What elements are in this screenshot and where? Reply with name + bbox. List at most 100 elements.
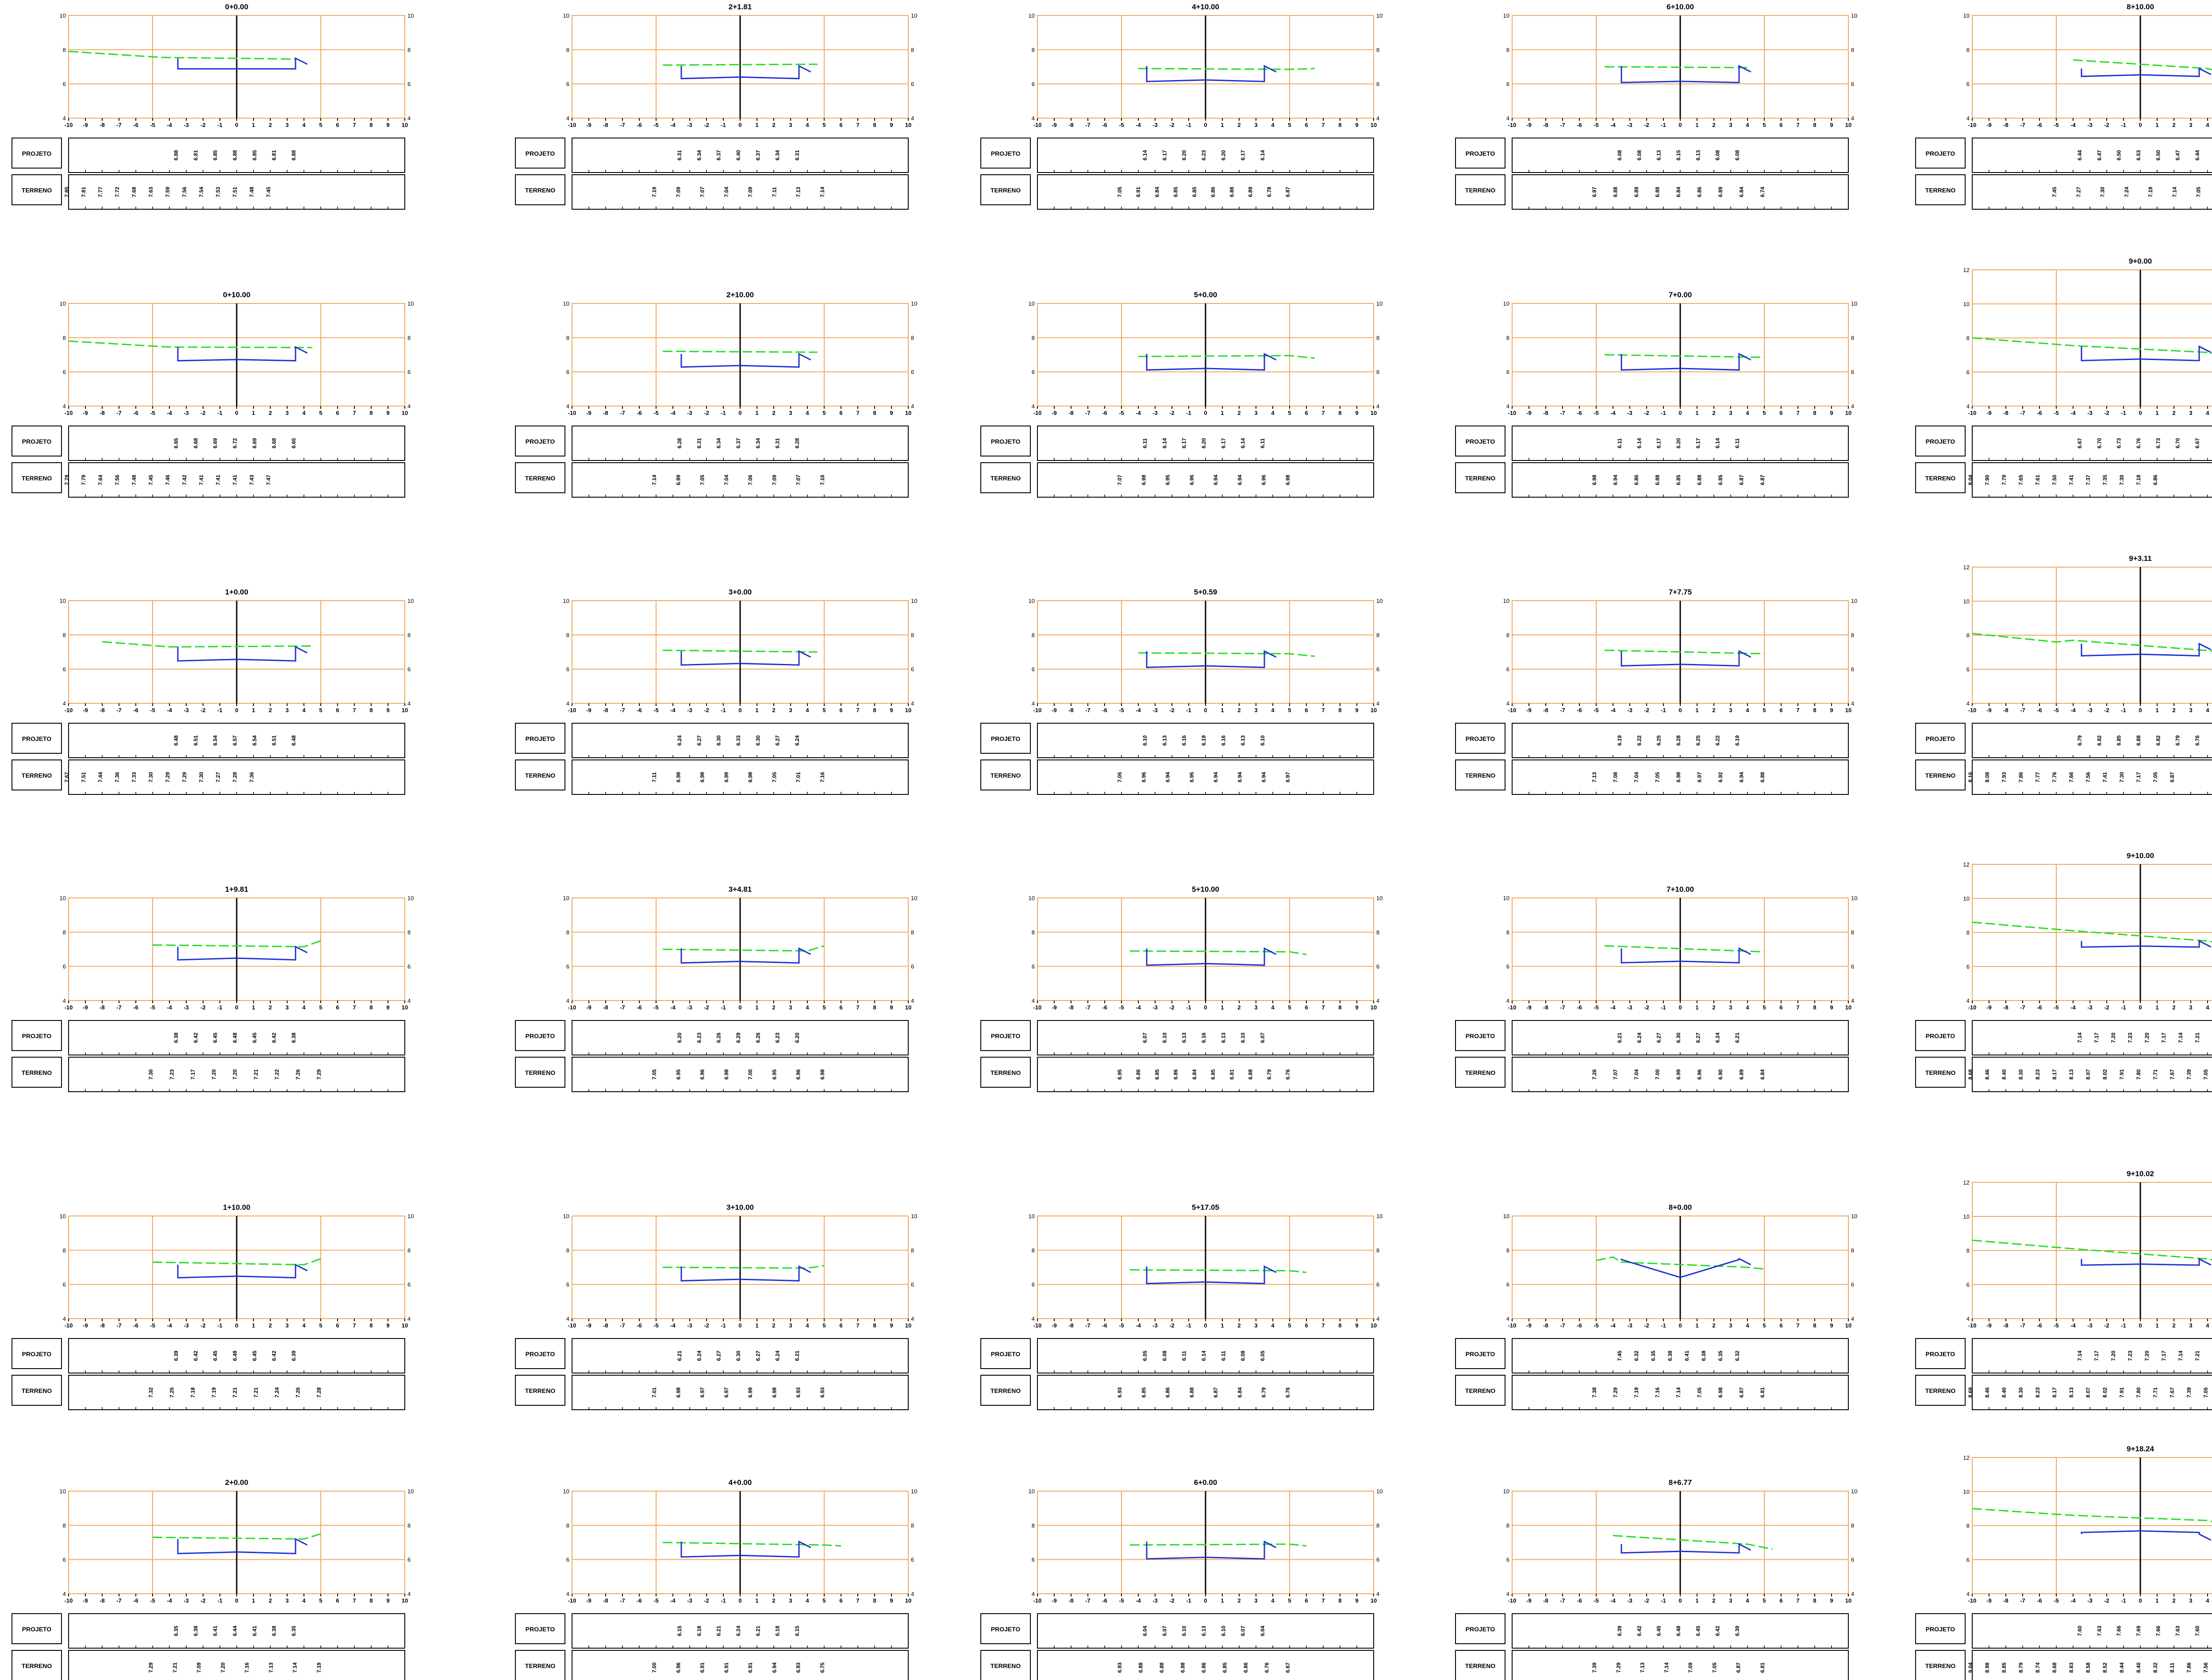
x-tick-label: 9 — [1830, 1597, 1833, 1604]
terreno-value: 6.93 — [795, 1387, 802, 1398]
projeto-value: 7.23 — [2127, 1350, 2133, 1361]
y-tick-label-right: 8 — [1376, 929, 1379, 936]
x-tick-label: 2 — [269, 122, 272, 128]
projeto-value: 6.28 — [794, 438, 800, 449]
terreno-value: 7.56 — [2085, 772, 2091, 782]
projeto-value: 6.68 — [192, 438, 199, 449]
x-tick-label: -9 — [83, 1597, 88, 1604]
y-tick-label-left: 10 — [1963, 301, 1970, 307]
projeto-row-label: PROJETO — [1466, 150, 1495, 157]
x-tick-label: 7 — [856, 707, 859, 713]
x-tick-label: -4 — [2070, 1597, 2076, 1604]
x-tick-label: -4 — [1610, 1004, 1616, 1011]
y-tick-label-left: 10 — [1963, 12, 1970, 19]
x-tick-label: -7 — [1560, 1004, 1565, 1011]
x-tick-label: -6 — [637, 410, 642, 416]
y-tick-label-right: 10 — [1851, 12, 1857, 19]
x-tick-label: -1 — [1661, 122, 1666, 128]
y-tick-label-right: 8 — [1851, 929, 1854, 936]
x-tick-label: -10 — [1968, 122, 1977, 128]
terreno-value: 8.07 — [2085, 1387, 2091, 1398]
x-tick-label: 8 — [1813, 707, 1816, 713]
terreno-value: 7.71 — [2152, 1069, 2158, 1080]
y-tick-label-left: 6 — [566, 81, 569, 88]
x-tick-label: 10 — [1371, 1004, 1377, 1011]
cross-section-panel: 0+10.004 46 68 810 10-10 -9 -8 -7 -6 -5 -4 -3 -2 -1 0 1… — [12, 291, 414, 498]
section-title: 0+10.00 — [223, 291, 250, 299]
x-tick-label: -7 — [116, 1322, 122, 1329]
projeto-value: 6.05 — [1260, 1350, 1266, 1361]
x-tick-label: -6 — [1102, 1322, 1107, 1329]
projeto-value: 6.17 — [1181, 438, 1187, 449]
x-tick-label: 5 — [1288, 122, 1291, 128]
projeto-value: 7.20 — [2144, 1032, 2150, 1043]
projeto-value: 6.17 — [1240, 150, 1246, 161]
terreno-value: 7.21 — [253, 1387, 259, 1398]
terreno-value: 7.05 — [2152, 772, 2158, 782]
x-tick-label: 7 — [1796, 410, 1799, 416]
y-tick-label-left: 4 — [1506, 1316, 1509, 1322]
x-tick-label: 2 — [269, 1322, 272, 1329]
x-tick-label: -2 — [704, 1322, 709, 1329]
projeto-value: 6.37 — [755, 150, 761, 161]
x-tick-label: -4 — [167, 122, 172, 128]
terreno-row-label: TERRENO — [1925, 187, 1956, 194]
projeto-value: 7.45 — [1617, 1350, 1623, 1361]
x-tick-label: -6 — [1102, 1004, 1107, 1011]
terreno-value: 7.00 — [651, 1662, 657, 1673]
x-tick-label: -9 — [1052, 410, 1057, 416]
section-title: 5+17.05 — [1192, 1203, 1219, 1212]
x-tick-label: -2 — [200, 410, 206, 416]
x-tick-label: 7 — [856, 1597, 859, 1604]
terreno-value: 7.09 — [771, 475, 777, 485]
projeto-value: 6.07 — [1142, 1032, 1148, 1043]
terreno-value: 6.88 — [1613, 187, 1619, 197]
projeto-value: 7.17 — [2161, 1032, 2167, 1043]
projeto-value: 6.27 — [1695, 1032, 1701, 1043]
section-title: 7+7.75 — [1669, 588, 1692, 596]
projeto-value: 6.28 — [676, 438, 683, 449]
section-title: 9+0.00 — [2129, 257, 2152, 265]
y-tick-label-left: 8 — [63, 1522, 66, 1529]
design-section-line — [1146, 353, 1277, 371]
y-tick-label-right: 8 — [1376, 334, 1379, 341]
y-tick-label-right: 8 — [911, 46, 914, 53]
terreno-value: 7.56 — [2203, 1662, 2209, 1673]
terreno-value: 6.84 — [1237, 1387, 1243, 1398]
x-tick-label: -4 — [1610, 707, 1616, 713]
x-tick-label: 4 — [1746, 1004, 1749, 1011]
x-tick-label: -8 — [1543, 410, 1548, 416]
projeto-value: 6.48 — [232, 1032, 238, 1043]
projeto-value: 6.30 — [716, 735, 722, 746]
terreno-value: 7.16 — [244, 1662, 250, 1673]
section-title: 5+10.00 — [1192, 885, 1219, 894]
x-tick-label: -9 — [1052, 1004, 1057, 1011]
projeto-value: 6.17 — [1656, 438, 1662, 449]
x-tick-label: -10 — [1508, 1597, 1517, 1604]
y-tick-label-right: 10 — [1376, 300, 1382, 307]
projeto-label-box — [515, 1613, 565, 1644]
terrain-line — [1972, 633, 2212, 652]
x-tick-label: -1 — [721, 122, 726, 128]
x-tick-label: 5 — [1288, 1004, 1291, 1011]
x-tick-label: -8 — [1068, 410, 1074, 416]
terreno-value: 7.01 — [651, 1387, 657, 1398]
x-tick-label: 6 — [1779, 1322, 1782, 1329]
terreno-value: 6.91 — [1135, 187, 1141, 197]
projeto-value: 6.29 — [735, 1032, 741, 1043]
x-tick-label: 9 — [1355, 1322, 1358, 1329]
terrain-line — [152, 940, 321, 947]
design-section-line — [1146, 1265, 1277, 1285]
y-tick-label-left: 8 — [1032, 334, 1035, 341]
projeto-value: 6.13 — [1220, 1032, 1226, 1043]
terreno-value: 7.13 — [1640, 1662, 1646, 1673]
terreno-label-box — [515, 1375, 565, 1406]
x-tick-label: 2 — [1237, 410, 1240, 416]
section-title: 2+0.00 — [225, 1478, 248, 1487]
terreno-value: 6.85 — [1210, 1069, 1216, 1080]
projeto-value: 6.18 — [696, 1626, 702, 1636]
terreno-label-box — [1915, 759, 1966, 790]
terrain-line — [68, 50, 296, 60]
terreno-value: 6.98 — [747, 772, 753, 782]
projeto-value: 6.67 — [2194, 438, 2200, 449]
